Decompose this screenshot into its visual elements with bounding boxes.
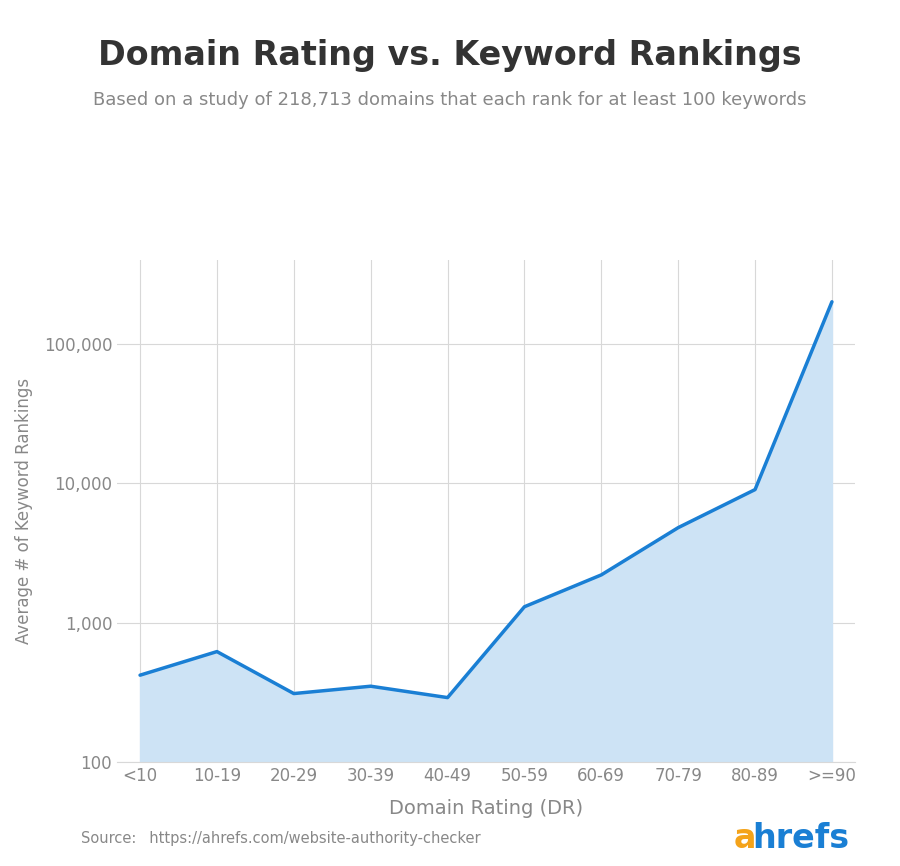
Text: https://ahrefs.com/website-authority-checker: https://ahrefs.com/website-authority-che… <box>140 830 480 846</box>
Text: hrefs: hrefs <box>752 822 850 855</box>
Text: a: a <box>734 822 756 855</box>
X-axis label: Domain Rating (DR): Domain Rating (DR) <box>389 798 583 818</box>
Text: Based on a study of 218,713 domains that each rank for at least 100 keywords: Based on a study of 218,713 domains that… <box>94 91 806 109</box>
Y-axis label: Average # of Keyword Rankings: Average # of Keyword Rankings <box>14 378 32 644</box>
Text: Domain Rating vs. Keyword Rankings: Domain Rating vs. Keyword Rankings <box>98 39 802 72</box>
Text: Source:: Source: <box>81 830 137 846</box>
